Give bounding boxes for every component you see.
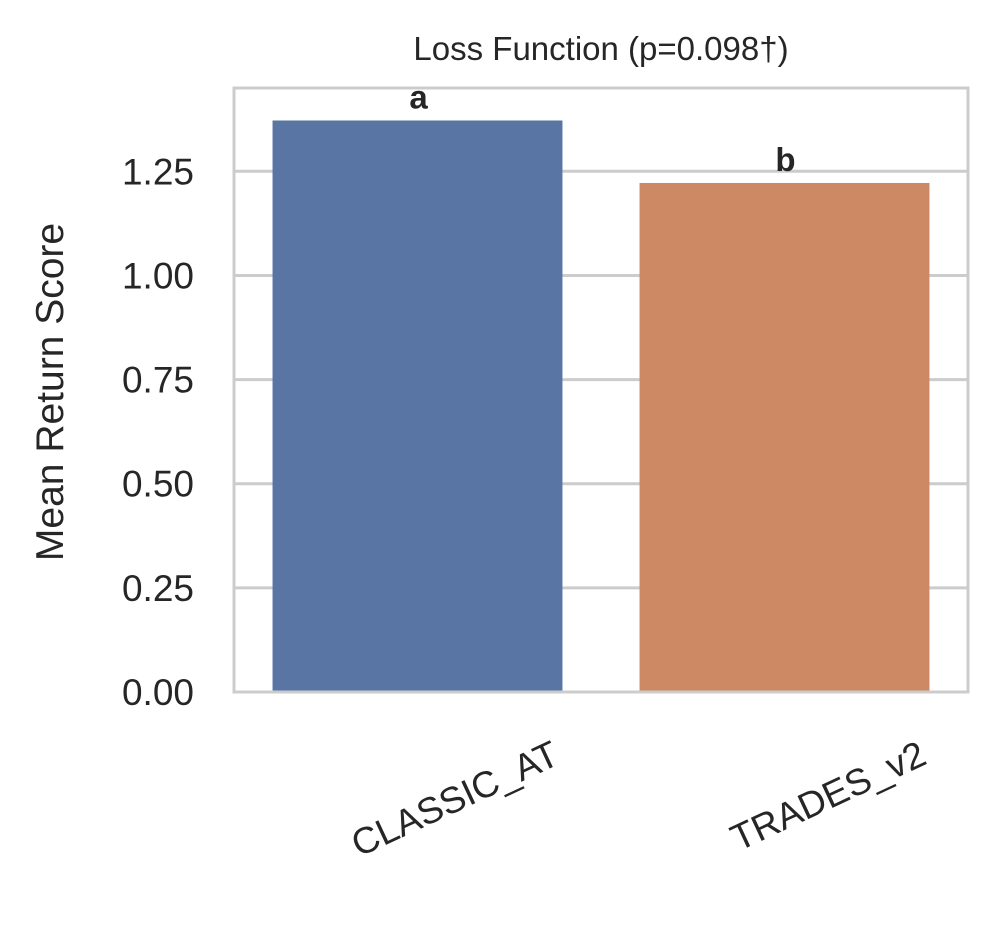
y-tick-label: 1.00 (122, 255, 194, 296)
x-tick-label: TRADES_v2 (724, 733, 931, 859)
bar-labels: ab (409, 78, 795, 177)
y-tick-label: 0.75 (122, 360, 194, 401)
chart-title: Loss Function (p=0.098†) (413, 30, 788, 67)
y-tick-label: 1.25 (122, 151, 194, 192)
bars (272, 120, 930, 693)
y-axis-label: Mean Return Score (29, 223, 72, 561)
y-tick-label: 0.00 (122, 672, 194, 713)
bar-label: b (775, 141, 795, 178)
y-tick-labels: 0.00 0.25 0.50 0.75 1.00 1.25 (122, 151, 194, 713)
x-tick-label: CLASSIC_AT (345, 733, 565, 865)
y-tick-label: 0.50 (122, 464, 194, 505)
y-tick-label: 0.25 (122, 568, 194, 609)
plot-frame (232, 86, 970, 694)
bar-classic-at (272, 120, 563, 693)
bar-trades-v2 (639, 182, 930, 692)
bar-label: a (409, 78, 428, 115)
x-tick-labels: CLASSIC_AT TRADES_v2 (345, 733, 932, 865)
